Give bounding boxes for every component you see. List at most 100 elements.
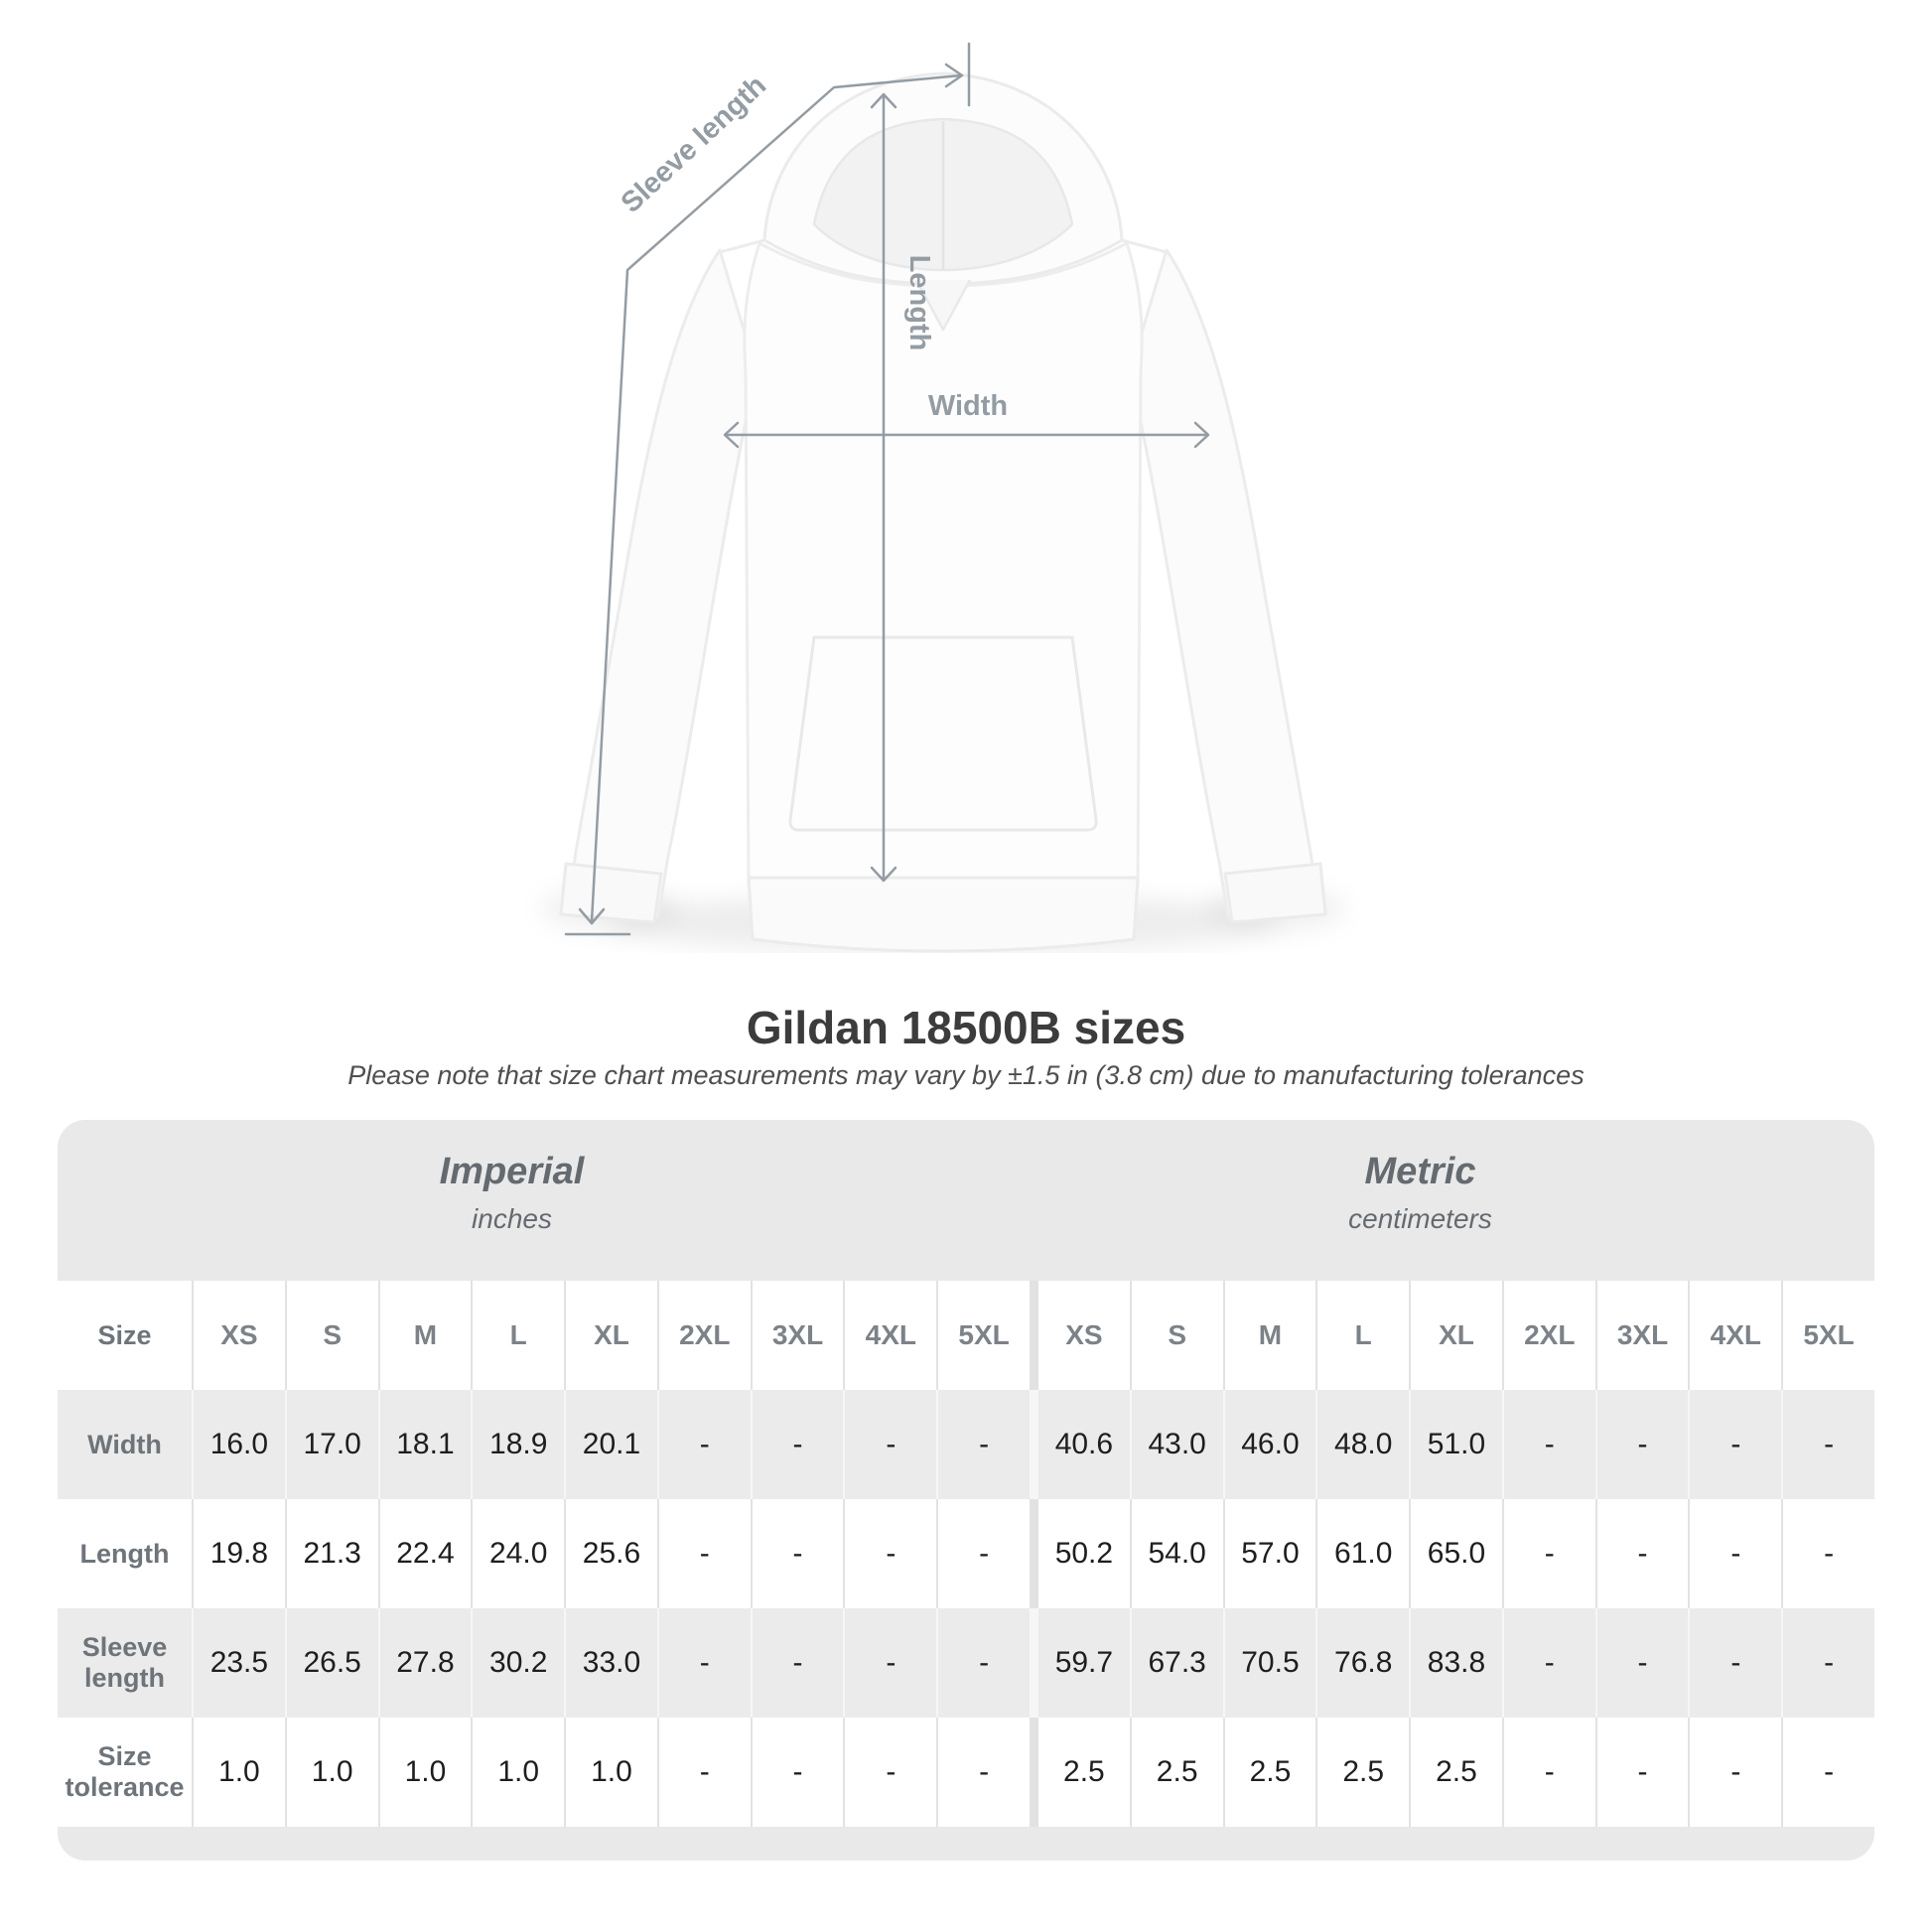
tolerance-metric-xl: 2.5 bbox=[1411, 1718, 1502, 1827]
row-label: Length bbox=[58, 1499, 192, 1608]
metric-size-3xl: 3XL bbox=[1596, 1281, 1689, 1390]
sleeve-metric-m: 70.5 bbox=[1224, 1608, 1316, 1718]
width-metric-xs: 40.6 bbox=[1038, 1390, 1130, 1499]
sleeve-imperial-3xl: - bbox=[752, 1608, 844, 1718]
metric-group-header: Metric centimeters bbox=[966, 1120, 1874, 1281]
tolerance-imperial-m: 1.0 bbox=[379, 1718, 472, 1827]
sleeve-imperial-xl: 33.0 bbox=[566, 1608, 657, 1718]
tolerance-imperial-s: 1.0 bbox=[286, 1718, 378, 1827]
metric-size-xl: XL bbox=[1411, 1281, 1502, 1390]
length-metric-xs: 50.2 bbox=[1038, 1499, 1130, 1608]
sleeve-imperial-m: 27.8 bbox=[379, 1608, 472, 1718]
sleeve-metric-5xl: - bbox=[1783, 1608, 1874, 1718]
length-measure: Length bbox=[870, 92, 935, 883]
sleeve-imperial-2xl: - bbox=[658, 1608, 751, 1718]
table-footer-band bbox=[58, 1827, 1874, 1861]
imperial-group-unit: inches bbox=[472, 1203, 552, 1234]
metric-size-m: M bbox=[1224, 1281, 1316, 1390]
tolerance-metric-l: 2.5 bbox=[1317, 1718, 1410, 1827]
width-label: Width bbox=[928, 390, 1008, 422]
length-imperial-xs: 19.8 bbox=[194, 1499, 285, 1608]
tolerance-metric-5xl: - bbox=[1783, 1718, 1874, 1827]
width-metric-xl: 51.0 bbox=[1411, 1390, 1502, 1499]
sleeve-imperial-l: 30.2 bbox=[473, 1608, 565, 1718]
width-imperial-l: 18.9 bbox=[473, 1390, 565, 1499]
tolerance-note: Please note that size chart measurements… bbox=[347, 1060, 1585, 1090]
metric-group-unit: centimeters bbox=[1348, 1203, 1492, 1234]
hoodie-diagram: Sleeve length Length Width bbox=[541, 42, 1345, 953]
length-imperial-2xl: - bbox=[658, 1499, 751, 1608]
tolerance-metric-2xl: - bbox=[1503, 1718, 1595, 1827]
row-label: Width bbox=[58, 1390, 192, 1499]
metric-group-name: Metric bbox=[1364, 1151, 1476, 1192]
table-row-size-tolerance: Size tolerance 1.0 1.0 1.0 1.0 1.0 - - -… bbox=[58, 1718, 1874, 1827]
width-metric-2xl: - bbox=[1503, 1390, 1595, 1499]
length-imperial-5xl: - bbox=[938, 1499, 1030, 1608]
length-metric-2xl: - bbox=[1503, 1499, 1595, 1608]
unit-divider bbox=[1032, 1281, 1036, 1390]
width-imperial-xl: 20.1 bbox=[566, 1390, 657, 1499]
width-imperial-m: 18.1 bbox=[379, 1390, 472, 1499]
length-metric-m: 57.0 bbox=[1224, 1499, 1316, 1608]
length-imperial-m: 22.4 bbox=[379, 1499, 472, 1608]
table-row-sleeve-length: Sleeve length 23.5 26.5 27.8 30.2 33.0 -… bbox=[58, 1608, 1874, 1718]
length-metric-s: 54.0 bbox=[1131, 1499, 1223, 1608]
tolerance-imperial-xl: 1.0 bbox=[566, 1718, 657, 1827]
row-label: Size tolerance bbox=[58, 1718, 192, 1827]
unit-divider bbox=[1032, 1499, 1036, 1608]
size-header-row: Size XS S M L XL 2XL 3XL 4XL 5XL XS S M … bbox=[58, 1281, 1874, 1390]
length-imperial-xl: 25.6 bbox=[566, 1499, 657, 1608]
tolerance-imperial-5xl: - bbox=[938, 1718, 1030, 1827]
imperial-size-3xl: 3XL bbox=[752, 1281, 844, 1390]
table-row-width: Width 16.0 17.0 18.1 18.9 20.1 - - - - 4… bbox=[58, 1390, 1874, 1499]
imperial-size-5xl: 5XL bbox=[938, 1281, 1030, 1390]
page-title: Gildan 18500B sizes bbox=[746, 1002, 1186, 1053]
width-imperial-4xl: - bbox=[845, 1390, 937, 1499]
width-imperial-3xl: - bbox=[752, 1390, 844, 1499]
width-metric-m: 46.0 bbox=[1224, 1390, 1316, 1499]
metric-size-2xl: 2XL bbox=[1503, 1281, 1595, 1390]
sleeve-metric-xs: 59.7 bbox=[1038, 1608, 1130, 1718]
sleeve-metric-xl: 83.8 bbox=[1411, 1608, 1502, 1718]
length-imperial-s: 21.3 bbox=[286, 1499, 378, 1608]
table-row-length: Length 19.8 21.3 22.4 24.0 25.6 - - - - … bbox=[58, 1499, 1874, 1608]
row-label: Sleeve length bbox=[58, 1608, 192, 1718]
metric-size-xs: XS bbox=[1038, 1281, 1130, 1390]
metric-size-4xl: 4XL bbox=[1690, 1281, 1782, 1390]
length-metric-5xl: - bbox=[1783, 1499, 1874, 1608]
imperial-size-m: M bbox=[379, 1281, 472, 1390]
sleeve-metric-3xl: - bbox=[1596, 1608, 1689, 1718]
tolerance-imperial-2xl: - bbox=[658, 1718, 751, 1827]
imperial-size-4xl: 4XL bbox=[845, 1281, 937, 1390]
metric-size-5xl: 5XL bbox=[1783, 1281, 1874, 1390]
tolerance-metric-4xl: - bbox=[1690, 1718, 1782, 1827]
unit-divider bbox=[1032, 1718, 1036, 1827]
width-imperial-5xl: - bbox=[938, 1390, 1030, 1499]
tolerance-metric-s: 2.5 bbox=[1131, 1718, 1223, 1827]
metric-size-s: S bbox=[1131, 1281, 1223, 1390]
width-metric-4xl: - bbox=[1690, 1390, 1782, 1499]
width-imperial-2xl: - bbox=[658, 1390, 751, 1499]
imperial-group-header: Imperial inches bbox=[58, 1120, 966, 1281]
tolerance-metric-3xl: - bbox=[1596, 1718, 1689, 1827]
metric-size-l: L bbox=[1317, 1281, 1410, 1390]
sleeve-metric-s: 67.3 bbox=[1131, 1608, 1223, 1718]
imperial-size-2xl: 2XL bbox=[658, 1281, 751, 1390]
sleeve-imperial-xs: 23.5 bbox=[194, 1608, 285, 1718]
unit-divider bbox=[1032, 1390, 1036, 1499]
sleeve-metric-4xl: - bbox=[1690, 1608, 1782, 1718]
width-imperial-s: 17.0 bbox=[286, 1390, 378, 1499]
width-measure: Width bbox=[723, 390, 1210, 449]
tolerance-metric-xs: 2.5 bbox=[1038, 1718, 1130, 1827]
tolerance-imperial-xs: 1.0 bbox=[194, 1718, 285, 1827]
imperial-size-xl: XL bbox=[566, 1281, 657, 1390]
tolerance-imperial-4xl: - bbox=[845, 1718, 937, 1827]
imperial-size-s: S bbox=[286, 1281, 378, 1390]
length-metric-xl: 65.0 bbox=[1411, 1499, 1502, 1608]
sleeve-imperial-4xl: - bbox=[845, 1608, 937, 1718]
length-metric-3xl: - bbox=[1596, 1499, 1689, 1608]
length-imperial-4xl: - bbox=[845, 1499, 937, 1608]
size-corner-label: Size bbox=[58, 1281, 192, 1390]
width-metric-3xl: - bbox=[1596, 1390, 1689, 1499]
